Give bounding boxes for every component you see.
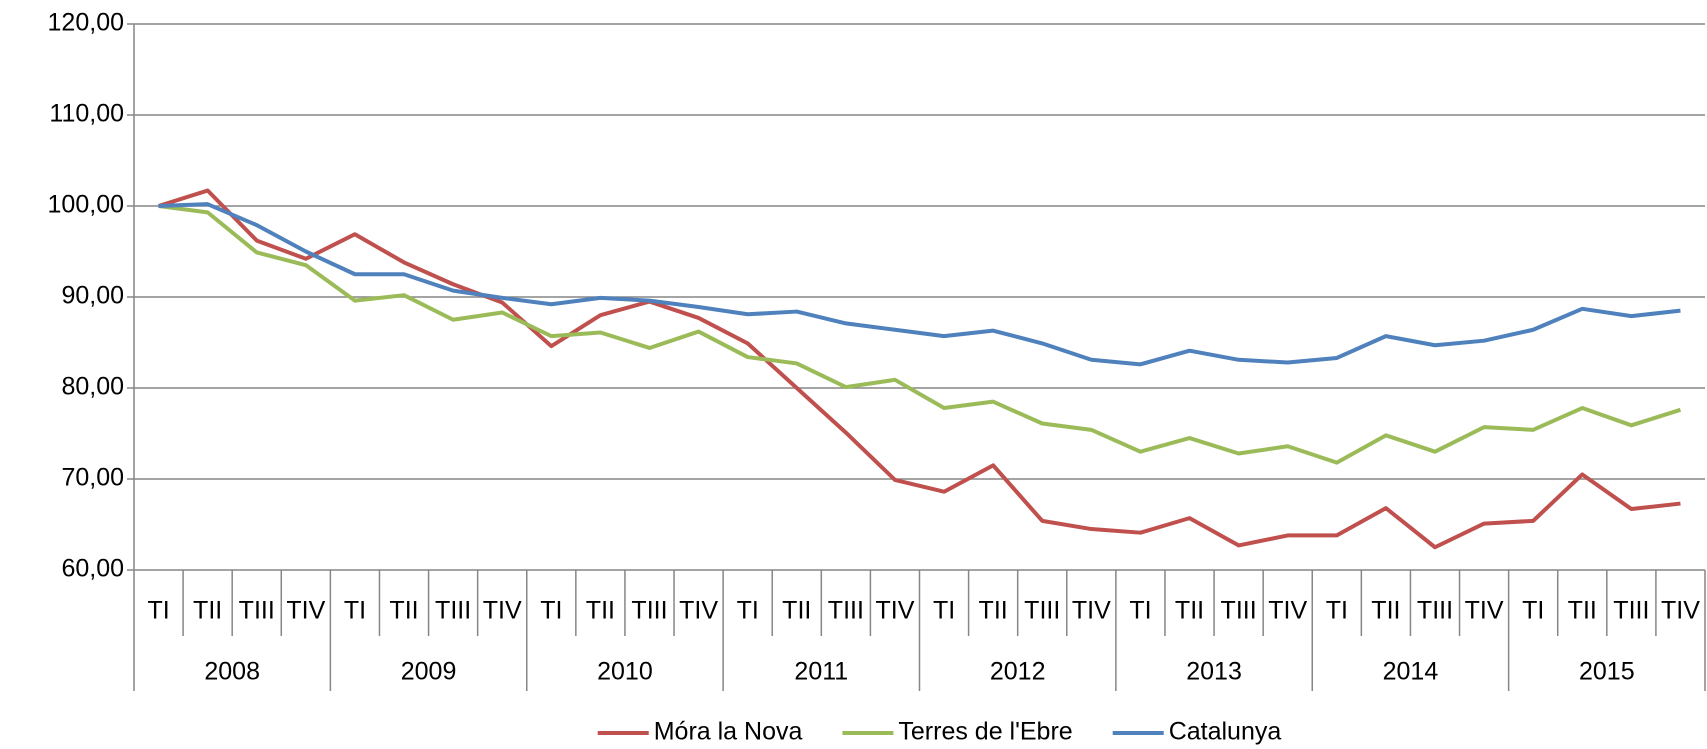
x-tick-label: TIV [483, 597, 522, 625]
legend-label: Catalunya [1169, 718, 1282, 746]
x-tick-label: TIV [1268, 597, 1307, 625]
x-group-label: 2008 [204, 658, 260, 686]
y-tick-label: 80,00 [61, 373, 124, 401]
y-tick-label: 90,00 [61, 282, 124, 310]
x-tick-label: TIII [1221, 597, 1257, 625]
y-tick-label: 110,00 [49, 100, 124, 128]
x-group-label: 2015 [1579, 658, 1635, 686]
x-tick-label: TII [389, 597, 418, 625]
x-tick-label: TII [1175, 597, 1204, 625]
legend-label: Terres de l'Ebre [898, 718, 1072, 746]
y-tick-label: 120,00 [48, 9, 124, 37]
series-line [158, 204, 1682, 465]
x-group-label: 2010 [597, 658, 653, 686]
x-tick-label: TIV [679, 597, 718, 625]
x-tick-label: TIII [1417, 597, 1453, 625]
y-tick-label: 60,00 [61, 555, 124, 583]
x-tick-label: TII [782, 597, 811, 625]
x-tick-label: TI [737, 597, 759, 625]
x-group-label: 2014 [1383, 658, 1439, 686]
x-tick-label: TI [1326, 597, 1348, 625]
x-tick-label: TI [147, 597, 169, 625]
x-tick-label: TI [540, 597, 562, 625]
x-tick-label: TII [193, 597, 222, 625]
series-line [157, 188, 1681, 550]
legend-label: Móra la Nova [654, 718, 803, 746]
series-line [158, 202, 1681, 367]
x-tick-label: TIII [1024, 597, 1060, 625]
x-tick-label: TIV [1465, 597, 1504, 625]
x-group-label: 2012 [990, 658, 1046, 686]
x-tick-label: TI [344, 597, 366, 625]
x-tick-label: TI [1522, 597, 1544, 625]
x-tick-label: TI [933, 597, 955, 625]
y-tick-label: 100,00 [48, 191, 124, 219]
x-group-label: 2013 [1186, 658, 1242, 686]
x-tick-label: TIII [435, 597, 471, 625]
x-tick-label: TIII [828, 597, 864, 625]
x-tick-label: TIV [1072, 597, 1111, 625]
x-tick-label: TII [979, 597, 1008, 625]
x-tick-label: TII [586, 597, 615, 625]
x-tick-label: TIII [631, 597, 667, 625]
x-group-label: 2009 [401, 658, 457, 686]
x-group-label: 2011 [794, 658, 848, 686]
x-tick-label: TIV [1661, 597, 1700, 625]
x-tick-label: TIV [286, 597, 325, 625]
x-tick-label: TII [1568, 597, 1597, 625]
x-tick-label: TIII [239, 597, 275, 625]
y-tick-label: 70,00 [61, 464, 124, 492]
x-tick-label: TII [1371, 597, 1400, 625]
x-tick-label: TIV [876, 597, 915, 625]
x-tick-label: TI [1129, 597, 1151, 625]
x-tick-label: TIII [1613, 597, 1649, 625]
